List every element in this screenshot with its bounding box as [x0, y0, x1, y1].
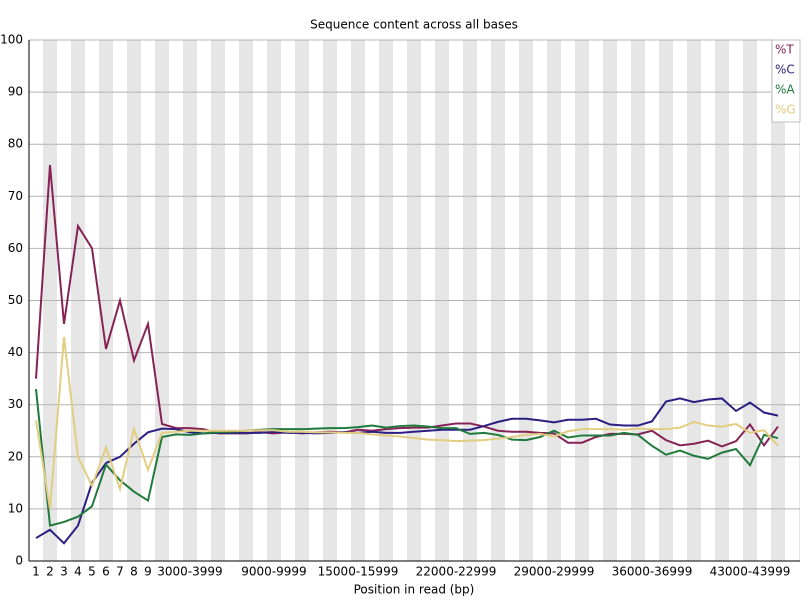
y-tick-label: 20 [8, 449, 23, 463]
chart-title: Sequence content across all bases [310, 18, 518, 32]
y-tick-label: 80 [8, 137, 23, 151]
x-tick-label: 5 [88, 565, 96, 579]
y-tick-label: 50 [8, 293, 23, 307]
x-tick-label: 43000-43999 [710, 565, 791, 579]
legend-entry: %A [775, 83, 795, 97]
x-axis-label: Position in read (bp) [354, 583, 475, 597]
x-tick-label: 3 [60, 565, 68, 579]
y-tick-label: 70 [8, 189, 23, 203]
legend-box [771, 39, 801, 123]
x-tick-label: 36000-36999 [612, 565, 693, 579]
y-tick-label: 0 [15, 554, 23, 568]
x-tick-label: 29000-29999 [514, 565, 595, 579]
x-tick-label: 8 [130, 565, 138, 579]
series-line [35, 164, 779, 448]
y-tick-label: 10 [8, 501, 23, 515]
series-line [35, 397, 779, 545]
series-line [35, 336, 779, 510]
x-tick-label: 1 [32, 565, 40, 579]
legend-entry: %C [775, 63, 795, 77]
legend-entry: %G [775, 103, 796, 117]
x-tick-label: 9 [144, 565, 152, 579]
x-tick-label: 7 [116, 565, 124, 579]
y-tick-label: 30 [8, 397, 23, 411]
x-tick-label: 4 [74, 565, 82, 579]
legend-entry: %T [775, 43, 794, 57]
series-line [35, 388, 779, 527]
x-tick-label: 2 [46, 565, 54, 579]
y-tick-label: 40 [8, 345, 23, 359]
x-tick-label: 6 [102, 565, 110, 579]
y-tick-label: 60 [8, 241, 23, 255]
y-tick-label: 90 [8, 85, 23, 99]
x-tick-label: 3000-3999 [157, 565, 222, 579]
x-tick-label: 22000-22999 [416, 565, 497, 579]
y-tick-label: 100 [0, 33, 23, 47]
x-tick-label: 15000-15999 [318, 565, 399, 579]
x-tick-label: 9000-9999 [241, 565, 306, 579]
